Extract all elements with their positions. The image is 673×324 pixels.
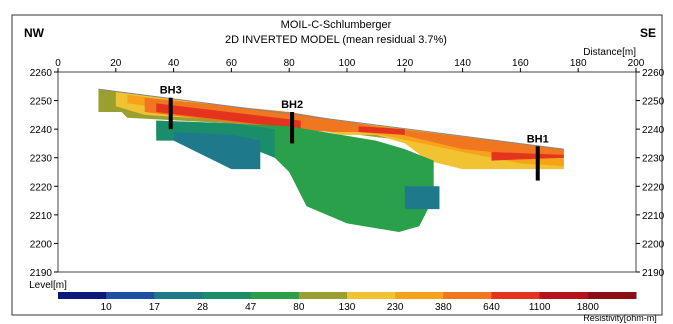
resistivity-band-9: [173, 132, 261, 170]
colorbar-tick-label: 640: [483, 302, 500, 313]
colorbar-swatch: [347, 292, 396, 299]
x-tick-label: 20: [110, 58, 122, 69]
y-tick-label-right: 2260: [642, 68, 665, 79]
colorbar-tick-label: 380: [435, 302, 452, 313]
y-tick-label-right: 2210: [642, 211, 665, 222]
resistivity-band-7: [156, 120, 434, 232]
colorbar-tick-label: 230: [387, 302, 404, 313]
y-tick-label-right: 2250: [642, 97, 665, 108]
y-tick-label-right: 2230: [642, 154, 665, 165]
x-tick-label: 120: [396, 58, 413, 69]
resistivity-bands: [98, 89, 564, 232]
colorbar-tick-label: 47: [245, 302, 257, 313]
x-tick-label: 0: [55, 58, 61, 69]
x-tick-label: 180: [570, 58, 587, 69]
x-tick-label: 160: [512, 58, 529, 69]
resistivity-band-6: [491, 152, 564, 161]
y-tick-label-right: 2190: [642, 268, 665, 279]
colorbar-tick-label: 80: [293, 302, 305, 313]
colorbar-tick-label: 1800: [577, 302, 600, 313]
colorbar-swatch: [58, 292, 107, 299]
y-tick-label-left: 2240: [30, 125, 53, 136]
colorbar-swatch: [443, 292, 492, 299]
resistivity-band-4: [156, 103, 301, 130]
resistivity-band-5: [358, 126, 405, 135]
colorbar-swatch: [250, 292, 300, 299]
resistivity-band-3: [144, 97, 564, 158]
y-tick-label-left: 2220: [30, 182, 53, 193]
y-axis-label: Level[m]: [29, 280, 67, 291]
y-tick-label-left: 2200: [30, 239, 53, 250]
resistivity-band-10: [404, 186, 440, 210]
x-tick-label: 80: [284, 58, 296, 69]
colorbar-swatch: [587, 292, 637, 299]
colorbar-swatch: [539, 292, 589, 299]
colorbar-tick-label: 10: [101, 302, 113, 313]
x-axis-label: Distance[m]: [583, 47, 636, 58]
colorbar-tick-label: 1100: [529, 302, 551, 313]
y-tick-label-right: 2240: [642, 125, 665, 136]
colorbar-tick-label: 130: [339, 302, 356, 313]
colorbar-swatch: [395, 292, 444, 299]
corner-right-label: SE: [640, 26, 656, 40]
surface-line: [98, 88, 564, 150]
colorbar-title: Resistivity[ohm-m]: [583, 313, 657, 323]
colorbar-swatch: [491, 292, 541, 299]
x-tick-label: 200: [628, 58, 645, 69]
borehole-label: BH2: [281, 99, 303, 111]
outer-frame: [11, 14, 663, 316]
x-tick-label: 40: [168, 58, 180, 69]
y-tick-label-right: 2220: [642, 182, 665, 193]
chart-subtitle: 2D INVERTED MODEL (mean residual 3.7%): [225, 34, 447, 46]
colorbar-swatch: [298, 292, 348, 299]
x-tick-label: 140: [454, 58, 471, 69]
colorbar: 10 17 28 47 80 130 230 380 640 1100 1800: [58, 292, 637, 313]
colorbar-tick-label: 28: [197, 302, 209, 313]
borehole-label: BH1: [527, 133, 549, 145]
x-tick-label: 100: [339, 58, 356, 69]
y-tick-label-left: 2250: [30, 97, 53, 108]
colorbar-swatch: [202, 292, 252, 299]
y-tick-label-right: 2200: [642, 239, 665, 250]
overlay-marks: BH3 BH2 BH1: [98, 85, 564, 181]
colorbar-swatch: [106, 292, 155, 299]
borehole-label: BH3: [160, 85, 182, 97]
y-tick-label-left: 2260: [30, 68, 53, 79]
y-tick-label-left: 2230: [30, 154, 53, 165]
chart-title: MOIL-C-Schlumberger: [281, 19, 392, 31]
corner-left-label: NW: [24, 26, 45, 40]
y-tick-label-left: 2210: [30, 211, 53, 222]
colorbar-tick-label: 17: [149, 302, 161, 313]
x-tick-label: 60: [226, 58, 238, 69]
y-tick-label-left: 2190: [30, 268, 53, 279]
colorbar-swatch: [154, 292, 203, 299]
